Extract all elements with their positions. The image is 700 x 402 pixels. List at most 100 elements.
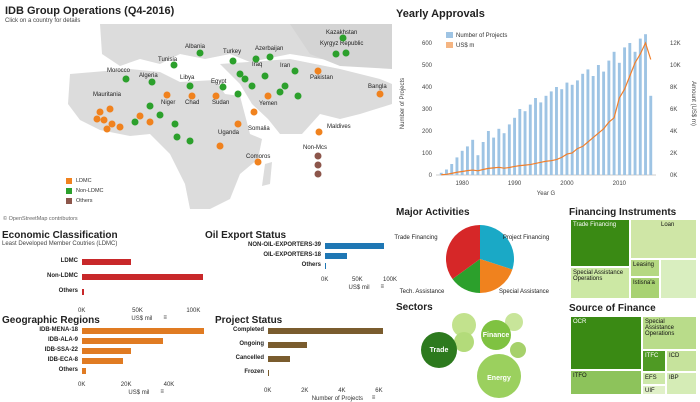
bar[interactable] [82,259,131,265]
country-kazakhstan[interactable]: Kazakhstan [326,30,357,36]
pie-slice[interactable] [480,259,513,293]
map-marker[interactable] [196,49,204,57]
treemap-cell-icd[interactable]: ICD [666,350,697,372]
projects-bar[interactable] [623,47,627,175]
map-marker[interactable] [250,108,258,116]
projects-bar[interactable] [549,91,553,175]
treemap-cell-special-assistance[interactable]: Special Assistance Operations [570,267,630,299]
projects-bar[interactable] [528,104,532,175]
country-niger[interactable]: Niger [161,100,175,106]
treemap-cell-ocr[interactable]: OCR [570,316,642,370]
legend-item-others[interactable]: Others [66,196,104,206]
projects-bar[interactable] [523,111,527,175]
projects-bar[interactable] [507,124,511,175]
map-marker[interactable] [106,105,114,113]
country-mauritania[interactable]: Mauritania [93,92,122,98]
pie-slice[interactable] [446,225,480,279]
map-marker[interactable] [186,137,194,145]
projects-bar[interactable] [465,146,469,175]
map-marker[interactable] [342,49,350,57]
sector-bubble[interactable] [452,313,476,337]
country-bangla[interactable]: Bangla [368,84,387,90]
map-marker[interactable] [376,90,384,98]
treemap-cell-ibp[interactable]: IBP [666,372,697,395]
country-azerbaijan[interactable]: Azerbaijan [255,46,283,52]
country-albania[interactable]: Albania [185,44,206,50]
projects-bar[interactable] [471,139,475,175]
legend-item-ldmc[interactable]: LDMC [66,176,104,186]
bar[interactable] [82,338,164,344]
map-marker[interactable] [171,120,179,128]
country-iraq[interactable]: Iraq [252,62,262,68]
map-marker[interactable] [315,128,323,136]
map-marker[interactable] [93,115,101,123]
bar[interactable] [82,358,123,364]
projects-bar[interactable] [544,95,548,175]
country-libya[interactable]: Libya [180,75,195,81]
map-marker[interactable] [216,142,224,150]
map-marker[interactable] [314,161,322,169]
projects-bar[interactable] [492,137,496,175]
projects-bar[interactable] [460,150,464,175]
sector-bubble-trade[interactable] [421,332,457,368]
bar[interactable] [325,263,327,269]
projects-bar[interactable] [502,133,506,175]
sort-icon[interactable]: ≡ [163,315,167,321]
treemap-cell-special-assistance[interactable]: Special Assistance Operations [642,316,697,350]
activities-pie[interactable]: Project Financing Special Assistance Tech.… [394,217,566,300]
sector-bubble[interactable] [454,332,474,352]
treemap-cell-uif[interactable]: UIF [642,385,666,395]
projects-bar[interactable] [586,69,590,175]
bar[interactable] [82,274,204,280]
map-marker[interactable] [146,102,154,110]
map-marker[interactable] [236,70,244,78]
treemap-cell-other[interactable] [660,259,697,299]
map-marker[interactable] [219,83,227,91]
projects-bar[interactable] [581,73,585,175]
sector-bubble[interactable] [510,342,526,358]
projects-bar[interactable] [534,98,537,175]
bar[interactable] [268,342,307,348]
map-attribution[interactable]: © OpenStreetMap contributors [3,216,78,222]
projects-bar[interactable] [644,34,647,176]
treemap-cell-leasing[interactable]: Leasing [630,259,660,277]
projects-bar[interactable] [560,89,564,175]
treemap-cell-itfo[interactable]: ITFO [570,370,642,395]
map-marker[interactable] [248,82,256,90]
projects-bar[interactable] [481,142,485,175]
treemap-cell-efs[interactable]: EFS [642,372,666,385]
map-marker[interactable] [131,118,139,126]
projects-bar[interactable] [476,155,480,175]
projects-bar[interactable] [649,95,653,175]
map-marker[interactable] [314,170,322,178]
map-marker[interactable] [146,118,154,126]
projects-bar[interactable] [570,84,574,175]
map-marker[interactable] [281,82,289,90]
country-turkey[interactable]: Turkey [223,49,241,55]
projects-bar[interactable] [628,43,632,175]
country-egypt[interactable]: Egypt [211,79,227,85]
projects-bar[interactable] [555,87,558,175]
bar[interactable] [82,328,204,334]
country-kyrgyz[interactable]: Kyrgyz Republic [320,41,363,47]
country-chad[interactable]: Chad [185,100,199,106]
map-marker[interactable] [100,116,108,124]
map-marker[interactable] [136,112,144,120]
map-marker[interactable] [264,92,272,100]
map-marker[interactable] [229,57,237,65]
sort-icon[interactable]: ≡ [371,395,376,401]
sort-icon[interactable]: ≡ [160,389,164,395]
country-maldives[interactable]: Maldives [327,124,351,130]
map-marker[interactable] [148,78,156,86]
projects-bar[interactable] [486,131,490,175]
sector-bubble[interactable] [505,313,523,331]
treemap-cell-trade-financing[interactable]: Trade Financing [570,219,630,267]
treemap-cell-istisnaa[interactable]: Istisna'a [630,277,660,299]
country-pakistan[interactable]: Pakistan [310,75,333,81]
projects-bar[interactable] [497,128,501,175]
sectors-bubbles[interactable]: Trade Finance Energy [394,300,566,400]
map-marker[interactable] [314,152,322,160]
amount-line[interactable] [441,41,652,176]
projects-bar[interactable] [602,71,606,175]
map-marker[interactable] [291,67,299,75]
